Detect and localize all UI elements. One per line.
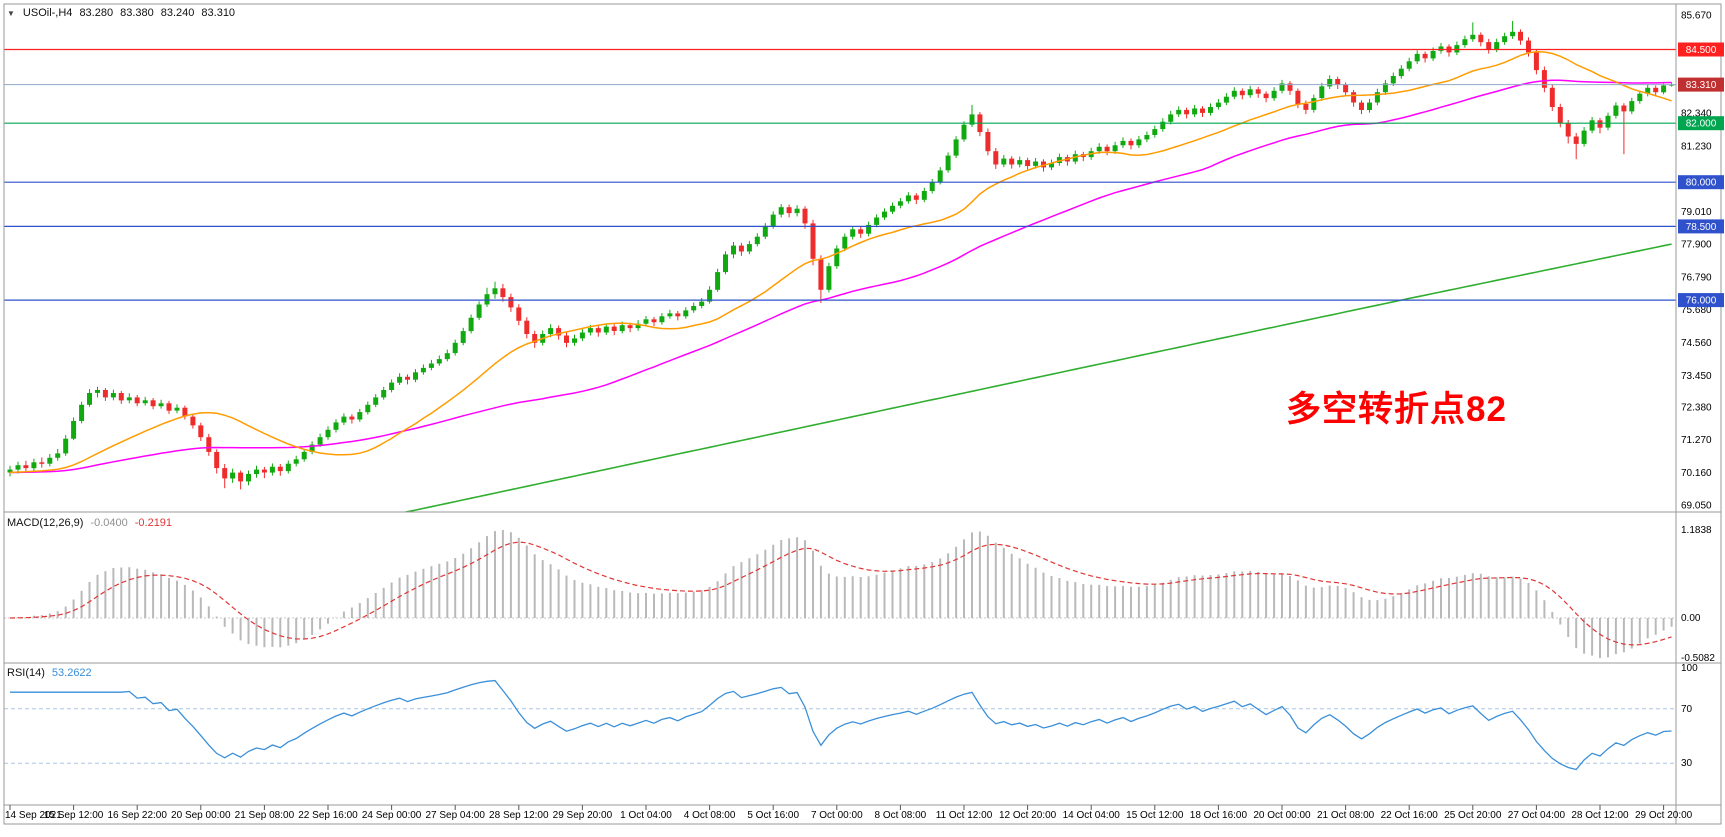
svg-text:76.790: 76.790	[1681, 272, 1712, 283]
svg-text:0.00: 0.00	[1681, 613, 1701, 624]
chart-header: ▼ USOil-,H4 83.280 83.380 83.240 83.310	[7, 7, 235, 19]
svg-text:77.900: 77.900	[1681, 240, 1712, 251]
ohlc-low: 83.240	[160, 7, 195, 19]
svg-text:25 Oct 20:00: 25 Oct 20:00	[1444, 810, 1502, 821]
macd-name: MACD(12,26,9)	[7, 517, 84, 529]
annotation-text[interactable]: 多空转折点82	[1286, 390, 1507, 429]
svg-text:70: 70	[1681, 704, 1693, 715]
ohlc-open: 83.280	[79, 7, 114, 19]
symbol-period-label: USOil-,H4	[22, 7, 73, 19]
svg-text:20 Sep 00:00: 20 Sep 00:00	[171, 810, 231, 821]
rsi-axis[interactable]: 100 70 30	[1681, 663, 1698, 769]
macd-signal-value: -0.2191	[134, 517, 173, 529]
macd-histogram	[17, 530, 1673, 659]
svg-text:84.500: 84.500	[1686, 45, 1717, 56]
macd-pane[interactable]	[4, 530, 1676, 659]
svg-text:83.310: 83.310	[1686, 80, 1717, 91]
svg-text:69.050: 69.050	[1681, 501, 1712, 512]
svg-text:14 Sep 2021: 14 Sep 2021	[5, 810, 62, 821]
svg-text:70.160: 70.160	[1681, 468, 1712, 479]
price-badge: 84.500	[1678, 42, 1724, 57]
macd-indicator-label: MACD(12,26,9) -0.0400 -0.2191	[7, 517, 172, 529]
svg-text:79.010: 79.010	[1681, 207, 1712, 218]
rsi-value: 53.2622	[51, 667, 92, 679]
ma-slow-line	[402, 243, 1672, 512]
svg-text:30: 30	[1681, 758, 1693, 769]
rsi-line	[10, 679, 1672, 771]
macd-main-value: -0.0400	[90, 517, 128, 529]
price-badge: 76.000	[1678, 293, 1724, 308]
ma-mid-line	[9, 79, 1672, 474]
svg-text:73.450: 73.450	[1681, 371, 1712, 382]
price-badge: 80.000	[1678, 175, 1724, 190]
svg-text:1.1838: 1.1838	[1681, 525, 1712, 536]
svg-text:16 Sep 22:00: 16 Sep 22:00	[107, 810, 167, 821]
svg-text:4 Oct 08:00: 4 Oct 08:00	[684, 810, 736, 821]
price-badge: 78.500	[1678, 219, 1724, 234]
macd-axis[interactable]: 1.1838 0.00 -0.5082	[1681, 525, 1715, 664]
svg-text:15 Oct 12:00: 15 Oct 12:00	[1126, 810, 1184, 821]
pane-separators	[3, 3, 1722, 825]
price-badge: 82.000	[1678, 116, 1724, 131]
rsi-name: RSI(14)	[7, 667, 45, 679]
price-axis[interactable]: 85.670 82.340 81.230 79.010 77.900 76.790 75.6…	[1678, 11, 1724, 512]
svg-text:21 Oct 08:00: 21 Oct 08:00	[1317, 810, 1375, 821]
svg-text:76.000: 76.000	[1686, 296, 1717, 307]
ma-fast-line	[9, 51, 1672, 474]
svg-text:100: 100	[1681, 663, 1698, 674]
svg-text:22 Oct 16:00: 22 Oct 16:00	[1381, 810, 1439, 821]
rsi-pane[interactable]	[4, 679, 1676, 771]
svg-text:5 Oct 16:00: 5 Oct 16:00	[747, 810, 799, 821]
svg-text:27 Sep 04:00: 27 Sep 04:00	[425, 810, 485, 821]
macd-signal-line	[9, 541, 1672, 646]
svg-text:81.230: 81.230	[1681, 141, 1712, 152]
svg-text:18 Oct 16:00: 18 Oct 16:00	[1190, 810, 1248, 821]
price-pane[interactable]	[4, 20, 1676, 529]
svg-text:8 Oct 08:00: 8 Oct 08:00	[875, 810, 927, 821]
svg-text:15 Sep 12:00: 15 Sep 12:00	[44, 810, 104, 821]
price-badge: 83.310	[1678, 77, 1724, 92]
rsi-indicator-label: RSI(14) 53.2622	[7, 667, 92, 679]
svg-text:1 Oct 04:00: 1 Oct 04:00	[620, 810, 672, 821]
svg-text:29 Sep 20:00: 29 Sep 20:00	[553, 810, 613, 821]
svg-text:24 Sep 00:00: 24 Sep 00:00	[362, 810, 422, 821]
svg-text:28 Oct 12:00: 28 Oct 12:00	[1571, 810, 1629, 821]
svg-text:22 Sep 16:00: 22 Sep 16:00	[298, 810, 358, 821]
svg-text:20 Oct 00:00: 20 Oct 00:00	[1253, 810, 1311, 821]
svg-text:28 Sep 12:00: 28 Sep 12:00	[489, 810, 549, 821]
svg-text:7 Oct 00:00: 7 Oct 00:00	[811, 810, 863, 821]
symbol-dropdown-icon[interactable]: ▼	[7, 8, 15, 18]
svg-text:75.680: 75.680	[1681, 305, 1712, 316]
svg-text:27 Oct 04:00: 27 Oct 04:00	[1508, 810, 1566, 821]
svg-text:12 Oct 20:00: 12 Oct 20:00	[999, 810, 1057, 821]
svg-text:71.270: 71.270	[1681, 435, 1712, 446]
svg-text:14 Oct 04:00: 14 Oct 04:00	[1063, 810, 1121, 821]
svg-text:72.380: 72.380	[1681, 402, 1712, 413]
svg-text:21 Sep 08:00: 21 Sep 08:00	[235, 810, 295, 821]
svg-text:82.340: 82.340	[1681, 109, 1712, 120]
ohlc-high: 83.380	[120, 7, 154, 19]
svg-text:11 Oct 12:00: 11 Oct 12:00	[936, 810, 993, 821]
svg-text:74.560: 74.560	[1681, 338, 1712, 349]
svg-text:29 Oct 20:00: 29 Oct 20:00	[1635, 810, 1693, 821]
svg-text:80.000: 80.000	[1686, 178, 1717, 189]
svg-text:-0.5082: -0.5082	[1681, 653, 1715, 664]
svg-text:78.500: 78.500	[1686, 222, 1717, 233]
svg-text:85.670: 85.670	[1681, 11, 1712, 22]
svg-text:82.000: 82.000	[1686, 119, 1717, 130]
ohlc-close: 83.310	[201, 7, 236, 19]
